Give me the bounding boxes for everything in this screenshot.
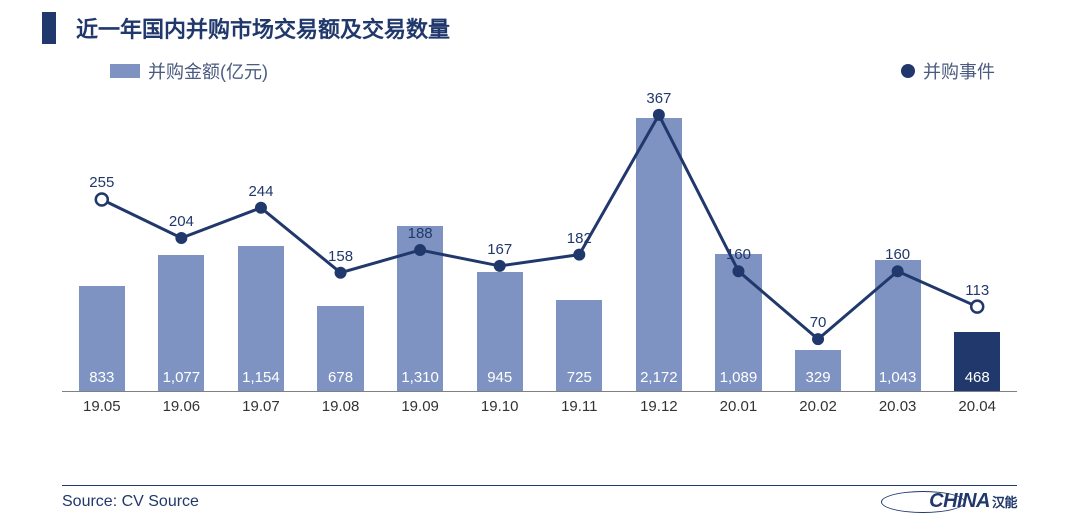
line-marker [255, 202, 267, 214]
line-value-label: 160 [726, 246, 751, 263]
line-value-label: 70 [810, 314, 827, 331]
title-bar: 近一年国内并购市场交易额及交易数量 [0, 0, 1075, 44]
line-value-label: 160 [885, 246, 910, 263]
line-value-label: 204 [169, 213, 194, 230]
x-tick-label: 20.01 [699, 398, 779, 415]
line-marker [812, 333, 824, 345]
x-axis-labels: 19.0519.0619.0719.0819.0919.1019.1119.12… [62, 394, 1017, 420]
legend: 并购金额(亿元) 并购事件 [0, 44, 1075, 90]
x-tick-label: 20.04 [937, 398, 1017, 415]
page-title: 近一年国内并购市场交易额及交易数量 [76, 12, 450, 44]
line-value-label: 244 [248, 183, 273, 200]
footer: Source: CV Source CHINA 汉能 [62, 485, 1017, 513]
x-tick-label: 19.12 [619, 398, 699, 415]
x-tick-label: 20.02 [778, 398, 858, 415]
line-marker [335, 267, 347, 279]
line-value-label: 182 [567, 230, 592, 247]
legend-bar: 并购金额(亿元) [110, 58, 268, 84]
legend-line-label: 并购事件 [923, 58, 995, 84]
line-value-label: 113 [965, 282, 989, 299]
line-marker [573, 249, 585, 261]
source-text: Source: CV Source [62, 493, 199, 511]
chart-area: 8331,0771,1546781,3109457252,1721,089329… [62, 90, 1017, 420]
x-tick-label: 19.09 [380, 398, 460, 415]
line-marker [494, 260, 506, 272]
line-marker [732, 265, 744, 277]
logo-ellipse [881, 491, 965, 513]
logo: CHINA 汉能 [929, 490, 1017, 513]
logo-suffix: 汉能 [992, 492, 1017, 511]
legend-bar-label: 并购金额(亿元) [148, 58, 268, 84]
line-value-label: 255 [89, 174, 114, 191]
x-tick-label: 19.05 [62, 398, 142, 415]
line-marker [414, 244, 426, 256]
line-value-label: 167 [487, 241, 512, 258]
line-value-label: 188 [408, 225, 433, 242]
x-tick-label: 19.07 [221, 398, 301, 415]
line-marker [653, 109, 665, 121]
x-tick-label: 20.03 [858, 398, 938, 415]
line-value-label: 158 [328, 248, 353, 265]
line-marker [96, 193, 108, 205]
legend-bar-swatch [110, 64, 140, 78]
title-accent [42, 12, 56, 44]
line-marker [892, 265, 904, 277]
x-tick-label: 19.06 [142, 398, 222, 415]
x-tick-label: 19.10 [460, 398, 540, 415]
line-overlay [62, 90, 1017, 392]
x-tick-label: 19.08 [301, 398, 381, 415]
x-tick-label: 19.11 [540, 398, 620, 415]
trend-line [102, 115, 977, 339]
line-value-label: 367 [646, 90, 671, 107]
legend-line: 并购事件 [901, 58, 995, 84]
line-marker [971, 301, 983, 313]
legend-line-swatch [901, 64, 915, 78]
line-marker [175, 232, 187, 244]
